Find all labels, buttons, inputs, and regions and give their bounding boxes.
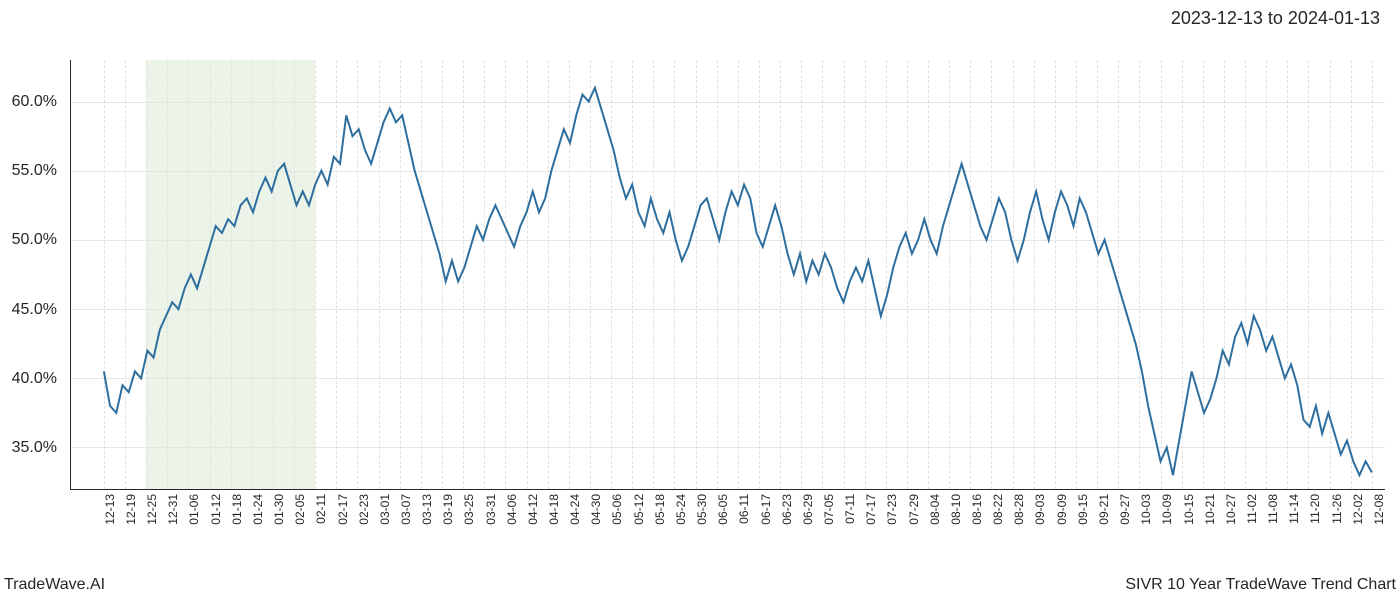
y-tick-label: 60.0% bbox=[12, 93, 57, 111]
y-tick-label: 45.0% bbox=[12, 301, 57, 319]
x-tick-label: 09-21 bbox=[1097, 494, 1111, 525]
x-tick-label: 04-24 bbox=[568, 494, 582, 525]
y-tick-label: 40.0% bbox=[12, 370, 57, 388]
x-tick-label: 03-13 bbox=[420, 494, 434, 525]
x-tick-label: 02-11 bbox=[314, 494, 328, 524]
x-tick-label: 09-15 bbox=[1076, 494, 1090, 525]
x-tick-label: 08-04 bbox=[928, 494, 942, 525]
x-tick-label: 03-19 bbox=[441, 494, 455, 525]
date-range-label: 2023-12-13 to 2024-01-13 bbox=[1171, 8, 1380, 29]
x-tick-label: 05-24 bbox=[674, 494, 688, 525]
y-axis: 35.0% 40.0% 45.0% 50.0% 55.0% 60.0% bbox=[0, 60, 65, 490]
x-tick-label: 10-27 bbox=[1224, 494, 1238, 525]
x-tick-label: 11-14 bbox=[1287, 494, 1301, 524]
x-tick-label: 12-31 bbox=[166, 494, 180, 525]
x-tick-label: 05-06 bbox=[610, 494, 624, 525]
x-tick-label: 04-18 bbox=[547, 494, 561, 525]
x-tick-label: 10-15 bbox=[1182, 494, 1196, 525]
x-tick-label: 07-11 bbox=[843, 494, 857, 524]
x-tick-label: 01-06 bbox=[187, 494, 201, 525]
x-tick-label: 05-30 bbox=[695, 494, 709, 525]
y-tick-label: 55.0% bbox=[12, 162, 57, 180]
x-tick-label: 08-22 bbox=[991, 494, 1005, 525]
x-tick-label: 10-03 bbox=[1139, 494, 1153, 525]
x-tick-label: 08-10 bbox=[949, 494, 963, 525]
footer-title: SIVR 10 Year TradeWave Trend Chart bbox=[1125, 576, 1396, 594]
x-tick-label: 07-05 bbox=[822, 494, 836, 525]
x-tick-label: 01-24 bbox=[251, 494, 265, 525]
x-tick-label: 10-09 bbox=[1160, 494, 1174, 525]
x-tick-label: 01-12 bbox=[209, 494, 223, 525]
x-tick-label: 09-27 bbox=[1118, 494, 1132, 525]
x-tick-label: 02-05 bbox=[293, 494, 307, 525]
x-tick-label: 03-07 bbox=[399, 494, 413, 525]
x-tick-label: 12-13 bbox=[103, 494, 117, 525]
x-tick-label: 08-28 bbox=[1012, 494, 1026, 525]
x-tick-label: 06-23 bbox=[780, 494, 794, 525]
x-tick-label: 12-19 bbox=[124, 494, 138, 525]
x-tick-label: 07-29 bbox=[907, 494, 921, 525]
x-tick-label: 05-18 bbox=[653, 494, 667, 525]
x-tick-label: 01-18 bbox=[230, 494, 244, 525]
x-tick-label: 09-03 bbox=[1033, 494, 1047, 525]
x-tick-label: 07-17 bbox=[864, 494, 878, 525]
trend-line bbox=[71, 60, 1385, 489]
x-tick-label: 08-16 bbox=[970, 494, 984, 525]
x-tick-label: 06-11 bbox=[737, 494, 751, 524]
x-tick-label: 06-29 bbox=[801, 494, 815, 525]
y-tick-label: 35.0% bbox=[12, 439, 57, 457]
x-tick-label: 06-17 bbox=[759, 494, 773, 525]
plot-area bbox=[70, 60, 1385, 490]
x-tick-label: 11-08 bbox=[1266, 494, 1280, 524]
x-tick-label: 11-26 bbox=[1330, 494, 1344, 524]
x-tick-label: 01-30 bbox=[272, 494, 286, 525]
x-tick-label: 04-12 bbox=[526, 494, 540, 525]
x-tick-label: 12-08 bbox=[1372, 494, 1386, 525]
x-tick-label: 06-05 bbox=[716, 494, 730, 525]
x-axis: 12-13 12-19 12-25 12-31 01-06 01-12 01-18 01-24… bbox=[70, 490, 1385, 570]
x-tick-label: 04-30 bbox=[589, 494, 603, 525]
chart-container: 35.0%40.0%45.0%50.0%55.0%60.0% 12-1312-1… bbox=[70, 60, 1385, 490]
x-tick-label: 10-21 bbox=[1203, 494, 1217, 525]
x-tick-label: 11-20 bbox=[1308, 494, 1322, 524]
x-tick-label: 04-06 bbox=[505, 494, 519, 525]
x-tick-label: 12-02 bbox=[1351, 494, 1365, 525]
x-tick-label: 02-23 bbox=[357, 494, 371, 525]
y-tick-label: 50.0% bbox=[12, 231, 57, 249]
x-tick-label: 03-31 bbox=[484, 494, 498, 525]
x-tick-label: 03-01 bbox=[378, 494, 392, 525]
x-tick-label: 09-09 bbox=[1055, 494, 1069, 525]
footer-brand: TradeWave.AI bbox=[4, 576, 105, 594]
x-tick-label: 11-02 bbox=[1245, 494, 1259, 524]
x-tick-label: 03-25 bbox=[462, 494, 476, 525]
x-tick-label: 12-25 bbox=[145, 494, 159, 525]
x-tick-label: 02-17 bbox=[336, 494, 350, 525]
x-tick-label: 07-23 bbox=[885, 494, 899, 525]
x-tick-label: 05-12 bbox=[632, 494, 646, 525]
